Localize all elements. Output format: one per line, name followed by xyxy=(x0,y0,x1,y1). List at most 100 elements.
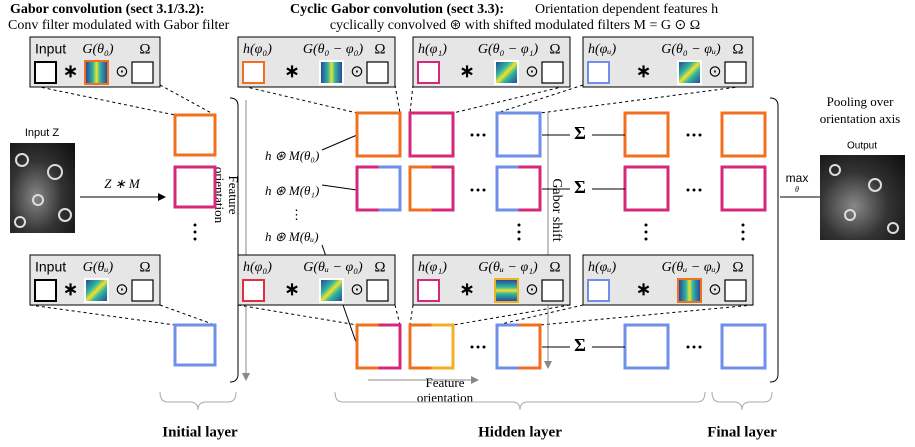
ellipsis-dot xyxy=(483,189,486,192)
omega-label: Ω xyxy=(732,259,743,275)
feature-map xyxy=(175,167,195,207)
feature-map xyxy=(744,325,766,368)
ellipsis-dot xyxy=(699,134,702,137)
input-square xyxy=(243,62,264,83)
conv-op: ∗ xyxy=(636,61,651,81)
gabor-thumb xyxy=(85,61,108,84)
conv-op: ∗ xyxy=(284,61,299,81)
row-label: ⋮ xyxy=(290,207,303,222)
ellipsis-dot xyxy=(693,346,696,349)
input-label: h(φ₁) xyxy=(418,42,447,57)
gabor-title: Gabor convolution (sect 3.1/3.2): xyxy=(10,2,205,17)
feature-map xyxy=(722,113,744,156)
layer-label: Hidden layer xyxy=(478,424,562,440)
feature-map xyxy=(647,113,669,156)
conv-op: ∗ xyxy=(636,279,651,299)
feature-map xyxy=(647,325,669,368)
input-label: h(φᵤ) xyxy=(588,42,617,57)
feature-map xyxy=(195,167,215,207)
feature-map xyxy=(379,167,401,210)
ellipsis-dot xyxy=(687,134,690,137)
feature-map xyxy=(722,167,744,210)
input-square xyxy=(35,280,56,301)
gabor-label: G(θᵤ) xyxy=(83,260,114,275)
feature-map xyxy=(410,325,432,368)
ellipsis-dot xyxy=(742,238,745,241)
feature-map xyxy=(625,167,647,210)
sum-symbol: Σ xyxy=(574,335,586,355)
layer-bracket xyxy=(335,392,705,410)
ellipsis-dot xyxy=(477,134,480,137)
modulate-op: ⊙ xyxy=(525,282,538,299)
modulate-op: ⊙ xyxy=(350,282,363,299)
ellipsis-dot xyxy=(645,224,648,227)
input-square xyxy=(418,280,439,301)
gabor-label: G(θ₀) xyxy=(82,42,114,57)
ellipsis-dot xyxy=(483,346,486,349)
cyclic-subtitle: cyclically convolved ⊛ with shifted modu… xyxy=(330,18,700,33)
gabor-label: G(θ₀ − φᵤ) xyxy=(661,42,721,57)
axis-label: orientation xyxy=(417,390,474,405)
input-square xyxy=(588,62,609,83)
gabor-thumb xyxy=(495,279,518,302)
output-image xyxy=(820,155,905,240)
omega-square xyxy=(542,62,563,83)
gabor-thumb xyxy=(85,279,108,302)
omega-label: Ω xyxy=(139,41,150,57)
omega-square xyxy=(367,62,388,83)
ellipsis-dot xyxy=(518,238,521,241)
feature-map xyxy=(519,167,541,210)
conv-op: ∗ xyxy=(459,279,474,299)
modulate-op: ⊙ xyxy=(115,64,128,81)
feature-map xyxy=(410,113,432,156)
feature-map xyxy=(519,325,541,368)
max-sub: θ xyxy=(795,185,799,194)
conv-op: ∗ xyxy=(459,61,474,81)
ellipsis-dot xyxy=(687,189,690,192)
feature-map xyxy=(379,113,401,156)
omega-label: Ω xyxy=(732,41,743,57)
input-square xyxy=(243,280,264,301)
diagram: Gabor convolution (sect 3.1/3.2): Conv f… xyxy=(0,0,915,447)
ellipsis-dot xyxy=(699,189,702,192)
ellipsis-dot xyxy=(742,231,745,234)
layer-bracket xyxy=(712,392,772,410)
ellipsis-dot xyxy=(471,189,474,192)
input-label: h(φ₁) xyxy=(418,260,447,275)
omega-square xyxy=(367,280,388,301)
axis-label: Feature xyxy=(226,176,241,215)
omega-square xyxy=(725,62,746,83)
ellipsis-dot xyxy=(518,231,521,234)
feature-map xyxy=(379,325,401,368)
ellipsis-dot xyxy=(687,346,690,349)
row-label: h ⊛ M(θᵤ) xyxy=(265,229,319,244)
omega-square xyxy=(132,280,153,301)
conv-op: ∗ xyxy=(63,279,78,299)
pooling-label: orientation axis xyxy=(820,111,901,126)
gabor-label: G(θ₀ − φ₀) xyxy=(303,42,364,57)
ellipsis-dot xyxy=(693,134,696,137)
feature-map xyxy=(432,167,454,210)
input-operation: Z ∗ M xyxy=(104,176,141,191)
input-label: h(φ₀) xyxy=(243,42,272,57)
input-square xyxy=(35,62,56,83)
feature-map xyxy=(519,113,541,156)
feature-map xyxy=(432,325,454,368)
ellipsis-dot xyxy=(518,224,521,227)
feature-map xyxy=(195,325,215,365)
ellipsis-dot xyxy=(194,231,197,234)
ellipsis-dot xyxy=(194,224,197,227)
gabor-thumb xyxy=(320,279,343,302)
gabor-thumb xyxy=(320,61,343,84)
input-label: Input xyxy=(35,259,66,275)
feature-map xyxy=(647,167,669,210)
gabor-label: G(θᵤ − φ₀) xyxy=(303,260,363,275)
conv-op: ∗ xyxy=(63,61,78,81)
input-label: h(φ₀) xyxy=(243,260,272,275)
omega-label: Ω xyxy=(549,41,560,57)
sum-symbol: Σ xyxy=(574,177,586,197)
ellipsis-dot xyxy=(645,231,648,234)
ellipsis-dot xyxy=(194,238,197,241)
input-label: h(φᵤ) xyxy=(588,260,617,275)
modulate-op: ⊙ xyxy=(708,282,721,299)
